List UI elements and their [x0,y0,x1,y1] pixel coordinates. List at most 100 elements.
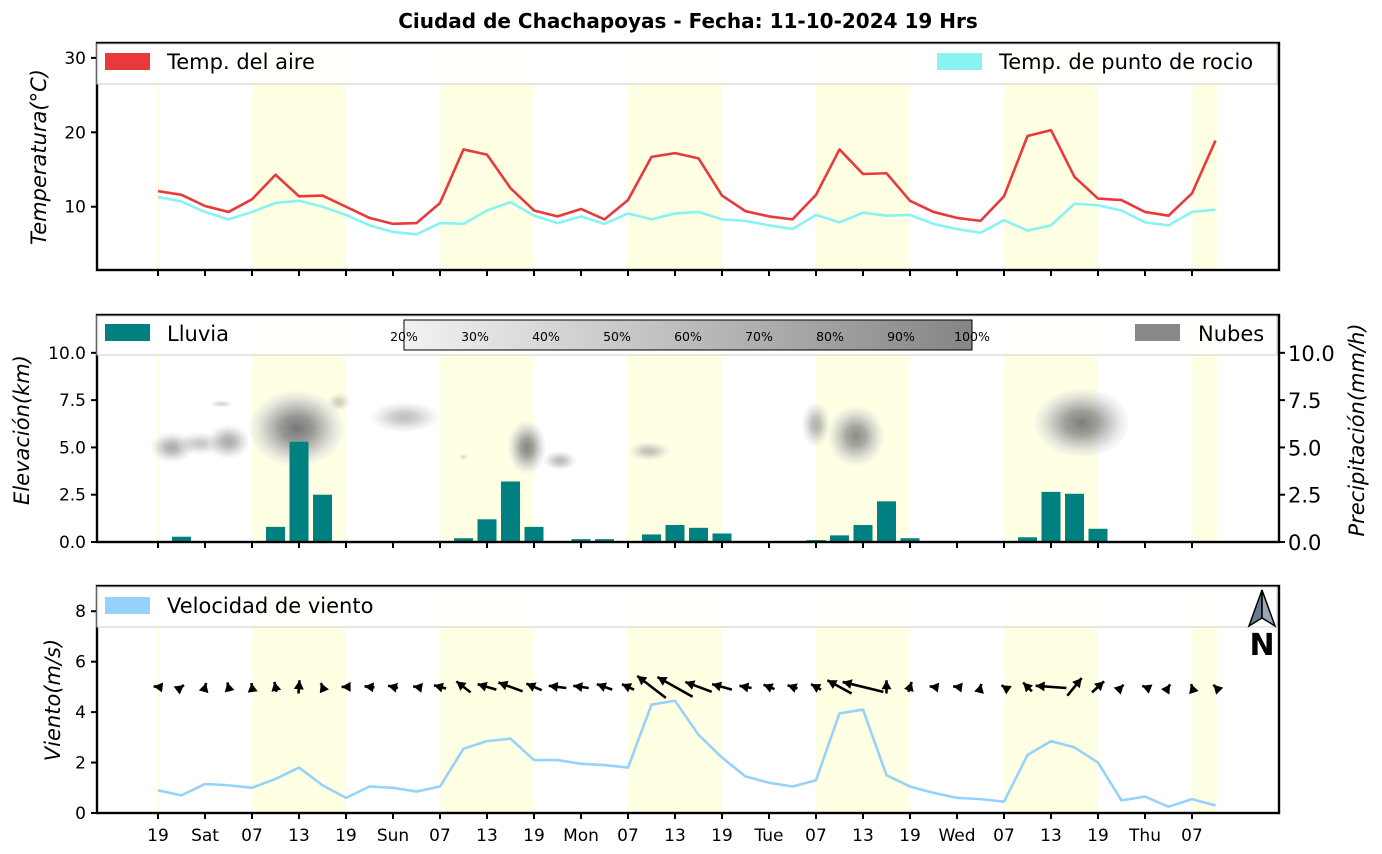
daylight-band [156,43,160,270]
y-tick-label: 10.0 [48,344,86,364]
x-tick-label: Mon [563,826,599,846]
cloud-rain-panel: 0.0 2.5 5.0 7.5 10.0 0.0 2.5 5.0 7.5 10.0 Elevac… [10,313,1369,555]
cloud-cover-blob [209,400,234,408]
wind-direction-arrow [198,682,209,694]
x-tick-label: 19 [523,826,545,846]
cloud-cover-blob [508,420,546,474]
rain-bar [712,533,732,542]
cloud-cover-blob [207,424,250,459]
wind-speed-line [157,699,1216,808]
x-tick-label: 07 [805,826,827,846]
temperature-ylabel: Temperatura(°C) [27,69,51,245]
wind-legend-label: Velocidad de viento [167,594,373,618]
wind-direction-arrow [881,680,892,694]
air-temp-legend-label: Temp. del aire [166,50,315,74]
rain-bar [689,527,708,542]
wind-direction-arrow [455,680,472,694]
y-tick-label-right: 2.5 [1288,484,1321,508]
wind-direction-arrow [596,682,613,692]
rain-bar [1065,493,1084,542]
x-tick-label: Tue [753,826,783,846]
wind-legend-box [96,586,1278,628]
y-tick-label: 2.5 [59,486,86,506]
y-tick-label: 10 [64,198,86,218]
wind-direction-arrow [739,682,752,693]
wind-direction-arrow [341,681,351,692]
wind-direction-arrow [1189,683,1199,695]
wind-direction-arrow [1000,684,1012,695]
wind-direction-arrow [763,683,775,693]
wind-direction-arrow [412,682,423,693]
y-tick-label: 6 [75,653,86,673]
y-tick-label-right: 0.0 [1288,531,1321,555]
rain-bar [501,481,520,542]
rain-bar [853,524,873,542]
north-label: N [1249,628,1274,663]
wind-direction-arrow [293,680,304,694]
wind-direction-arrow [433,682,447,693]
cloud-cover-blob [1034,388,1129,457]
colorbar-label: 20% [390,329,418,344]
wind-direction-arrow [548,681,567,692]
rain-bar [289,441,309,542]
x-tick-label: 13 [664,826,686,846]
cloud-cover-blob [249,390,344,467]
wind-direction-arrow [929,682,940,693]
colorbar-label: 40% [532,329,560,344]
y-tick-label: 5.0 [59,438,86,458]
wind-direction-arrow [1141,684,1153,694]
wind-direction-arrow [974,683,984,694]
y-tick-label-right: 7.5 [1288,389,1321,413]
cloud-cover-blob [543,451,577,471]
wind-direction-arrow [1066,677,1083,697]
wind-direction-arrow [621,682,635,693]
x-tick-label: 19 [147,826,169,846]
wind-direction-arrow [153,682,164,693]
rain-bar [454,538,473,542]
wind-direction-arrow [684,680,713,694]
x-tick-label: Wed [938,826,975,846]
dew-point-legend-label: Temp. de punto de rocio [998,50,1253,74]
wind-direction-arrow [636,674,667,699]
wind-direction-arrow [787,683,798,693]
colorbar-gradient [403,319,973,351]
wind-legend: Velocidad de viento [96,586,1278,628]
air-temperature-line [157,128,1217,226]
wind-direction-arrow [711,681,733,692]
wind-direction-arrow [826,679,853,695]
y-tick-label: 0 [75,804,86,824]
wind-direction-arrow [271,681,282,693]
rain-bar [900,538,920,542]
rain-bar [665,524,685,542]
rain-bar [1088,528,1108,542]
wind-direction-arrow [1091,680,1105,694]
y-tick-label-right: 5.0 [1288,436,1321,460]
wind-direction-arrow [1212,683,1224,695]
precipitation-ylabel: Precipitación(mm/h) [1345,323,1369,536]
wind-direction-arrow [224,682,235,693]
colorbar-label: 100% [954,329,990,344]
rain-bar [1041,491,1061,542]
rain-bar [830,535,849,542]
x-tick-label: Sat [191,826,219,846]
y-tick-label: 8 [75,602,86,622]
wind-direction-arrow [1161,683,1172,695]
y-tick-label: 30 [64,49,86,69]
y-tick-label: 0.0 [59,533,86,553]
rain-bar [524,526,544,542]
rain-legend-swatch [105,324,150,341]
temperature-legend-box [96,43,1278,85]
x-tick-label: 19 [899,826,921,846]
wind-ylabel: Viento(m/s) [41,639,65,761]
cloud-cover-blob [458,454,469,460]
wind-direction-arrow [842,679,884,694]
temperature-frame [95,41,1281,272]
x-tick-label: 13 [852,826,874,846]
cloud-cover-blob [327,392,351,412]
wind-direction-arrow [247,682,258,693]
rain-bar [877,501,896,542]
daylight-band [156,315,160,542]
wind-direction-arrow [1035,681,1067,692]
wind-direction-arrow [319,682,329,694]
